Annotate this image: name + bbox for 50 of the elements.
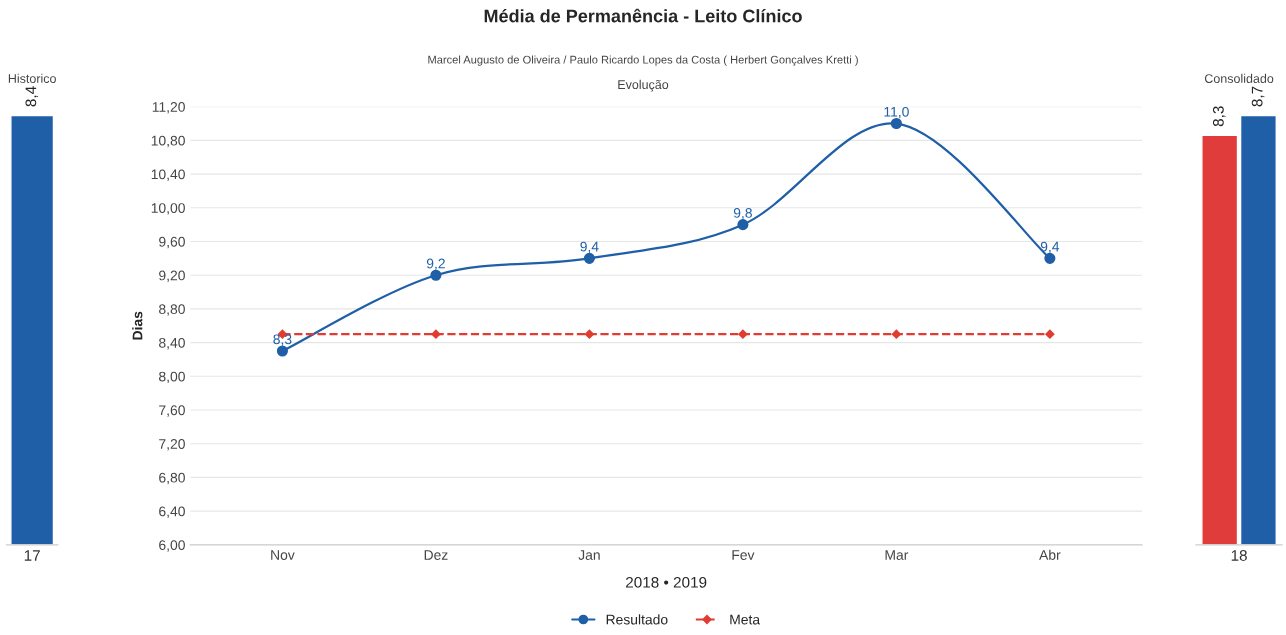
data-label: 8,3: [1212, 106, 1226, 127]
point: [891, 329, 902, 339]
y-tick-label: 10,00: [151, 203, 185, 215]
data-label: 8,4: [25, 86, 39, 107]
y-tick-label: 6,40: [159, 506, 185, 518]
point: [737, 219, 749, 231]
data-label: 9,8: [733, 208, 752, 220]
y-tick-label: 7,60: [159, 405, 185, 417]
point: [1045, 329, 1055, 339]
x-axis-title: 2018 • 2019: [626, 576, 707, 588]
y-tick-label: 8,40: [159, 337, 185, 350]
y-tick-label: 10,40: [151, 169, 185, 181]
chart-title: Historico: [8, 73, 56, 83]
x-tick-label: Jan: [578, 550, 600, 560]
y-tick-label: 8,80: [159, 304, 185, 316]
data-label: 8,3: [273, 334, 292, 346]
data-label: 8,7: [1251, 86, 1265, 107]
data-label: 9,4: [580, 241, 599, 254]
legend-label: Resultado: [606, 614, 668, 625]
chart-title: Média de Permanência - Leito Clínico: [484, 8, 802, 23]
point: [430, 269, 442, 281]
y-axis-title: Dias: [132, 311, 143, 340]
point: [431, 329, 441, 339]
point: [738, 329, 748, 339]
legend-label: Meta: [730, 614, 761, 625]
point: [584, 329, 595, 339]
x-tick-label: Abr: [1039, 549, 1061, 560]
y-tick-label: 10,80: [151, 135, 185, 148]
x-tick-label: Nov: [271, 550, 295, 560]
x-tick-label: 17: [24, 550, 40, 561]
y-tick-label: 9,60: [159, 236, 185, 249]
y-tick-label: 6,80: [159, 472, 185, 485]
x-tick-label: Fev: [732, 550, 755, 560]
point: [276, 345, 288, 357]
x-tick-label: Dez: [424, 550, 448, 560]
point: [583, 252, 595, 264]
y-tick-label: 6,00: [159, 540, 185, 552]
chart-subtitle: Marcel Augusto de Oliveira / Paulo Ricardo Lopes da Costa ( Herbert Gonçalves Kretti ): [428, 55, 858, 66]
y-tick-label: 7,20: [159, 439, 185, 451]
x-tick-label: Mar: [885, 550, 909, 560]
data-label: 9,4: [1040, 241, 1060, 254]
text: Evolução: [618, 79, 669, 92]
x-tick-label: 18: [1231, 550, 1247, 561]
y-tick-label: 9,20: [159, 270, 185, 283]
chart-title: Consolidado: [1204, 73, 1274, 83]
point: [1044, 252, 1056, 264]
data-label: 9,2: [426, 258, 445, 271]
y-tick-label: 8,00: [159, 371, 185, 384]
data-label: 11,0: [884, 106, 909, 119]
y-tick-label: 11,20: [152, 102, 185, 114]
